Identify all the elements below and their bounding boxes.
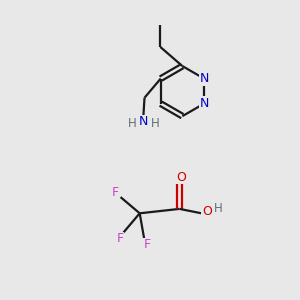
Text: H: H [128,117,136,130]
Text: N: N [200,72,209,85]
Text: N: N [139,116,148,128]
Text: F: F [116,232,124,245]
Text: F: F [144,238,151,251]
Text: F: F [112,186,119,199]
Text: H: H [151,117,159,130]
Text: O: O [176,171,186,184]
Text: N: N [200,97,209,110]
Text: O: O [202,205,212,218]
Text: H: H [214,202,223,214]
